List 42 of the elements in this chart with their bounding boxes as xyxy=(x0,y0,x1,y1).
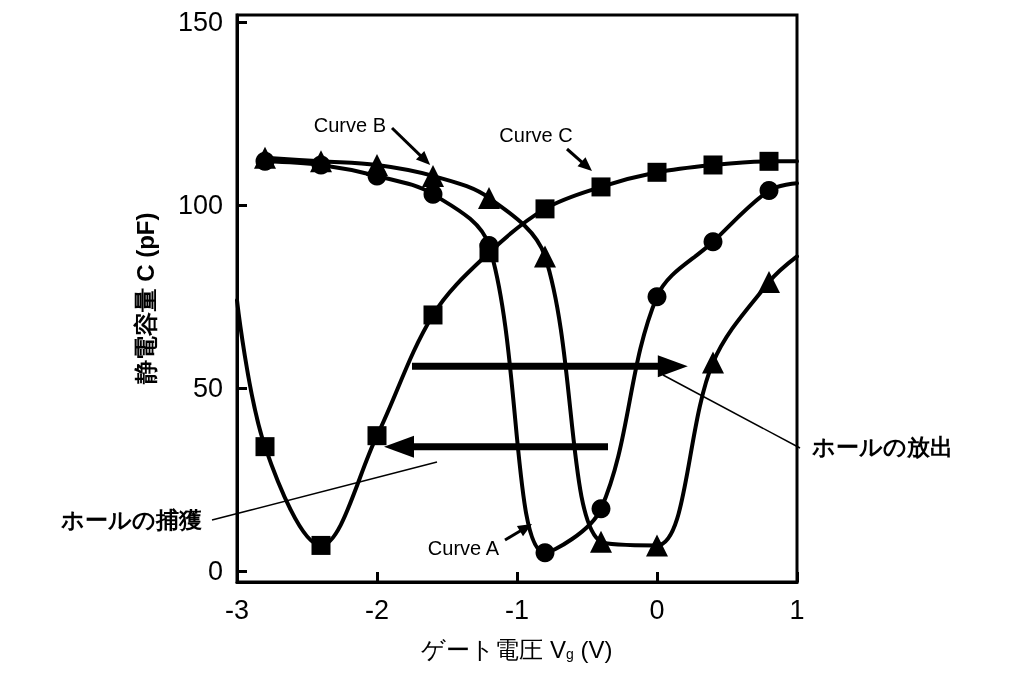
x-tick-label: 1 xyxy=(789,594,805,625)
y-axis-title: 静電容量 C (pF) xyxy=(131,212,159,386)
point xyxy=(422,164,444,187)
y-tick-label: 100 xyxy=(177,190,223,221)
point xyxy=(647,162,667,182)
point xyxy=(591,499,611,519)
point xyxy=(423,184,443,204)
x-tick-label: -1 xyxy=(504,594,530,625)
point xyxy=(366,153,388,176)
annotation: Curve C xyxy=(499,124,573,146)
point xyxy=(535,543,555,563)
point xyxy=(759,151,779,171)
point xyxy=(255,437,275,457)
point xyxy=(310,150,332,173)
annotation: Curve B xyxy=(313,114,386,136)
point xyxy=(590,530,612,553)
x-tick-label: 0 xyxy=(649,594,665,625)
point xyxy=(591,177,611,197)
point xyxy=(534,245,556,268)
point xyxy=(759,181,779,201)
point xyxy=(254,146,276,169)
point xyxy=(311,535,331,555)
point xyxy=(703,155,723,175)
x-tick-label: -3 xyxy=(224,594,250,625)
text: ホールの捕獲 xyxy=(60,507,202,533)
point xyxy=(647,287,667,307)
point xyxy=(702,351,724,374)
y-tick-label: 0 xyxy=(207,556,223,587)
point xyxy=(535,199,555,219)
y-tick-label: 50 xyxy=(192,373,223,404)
point xyxy=(479,243,499,263)
point xyxy=(703,232,723,252)
y-tick-label: 150 xyxy=(177,7,223,38)
point xyxy=(758,271,780,294)
annotation: Curve A xyxy=(427,537,500,559)
point xyxy=(367,426,387,446)
point xyxy=(646,534,668,557)
text: ホールの放出 xyxy=(811,434,953,460)
x-tick-label: -2 xyxy=(364,594,390,625)
point xyxy=(423,305,443,325)
x-axis-title: ゲート電圧 Vg (V) xyxy=(421,635,613,663)
point xyxy=(478,186,500,209)
